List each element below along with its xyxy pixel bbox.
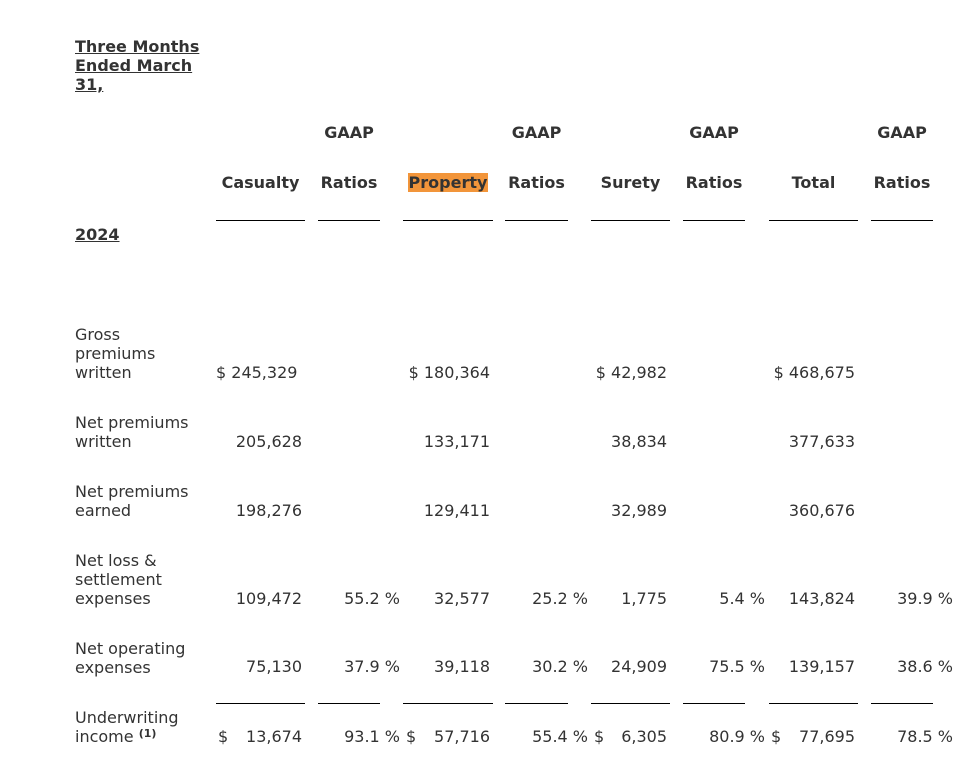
- subtotal-rule: [505, 703, 568, 704]
- cell-property: 39,118: [434, 657, 490, 676]
- header-rule: [871, 220, 933, 221]
- col-header-surety: Surety: [600, 173, 661, 192]
- cell-property: 133,171: [423, 432, 490, 451]
- cell-surety: 24,909: [611, 657, 667, 676]
- row-label-net-premiums-earned: Net premiums earned: [75, 482, 189, 520]
- cell-surety: 32,989: [611, 501, 667, 520]
- subtotal-rule: [769, 703, 858, 704]
- col-header-property-ratio: Ratios: [508, 173, 565, 192]
- header-rule: [505, 220, 568, 221]
- cell-total: $ 468,675: [773, 363, 855, 382]
- cell-total: 377,633: [788, 432, 855, 451]
- cell-surety-ratio: 75.5 %: [709, 657, 765, 676]
- col-header-property-ratio-top: GAAP: [511, 123, 562, 142]
- cell-casualty: 109,472: [235, 589, 302, 608]
- col-header-casualty-ratio: Ratios: [320, 173, 378, 192]
- col-header-surety-ratio-top: GAAP: [689, 123, 739, 142]
- cell-casualty: 75,130: [246, 657, 302, 676]
- col-header-total: Total: [791, 173, 836, 192]
- row-label-net-loss-settlement-expenses: Net loss & settlement expenses: [75, 551, 162, 608]
- col-header-total-ratio: Ratios: [873, 173, 931, 192]
- cell-total-dollar-sign: $: [771, 727, 782, 746]
- cell-property-ratio: 30.2 %: [532, 657, 588, 676]
- footnote-marker: (1): [138, 727, 157, 740]
- col-header-property: Property: [403, 173, 493, 192]
- cell-surety-ratio: 80.9 %: [709, 727, 765, 746]
- header-rule: [318, 220, 380, 221]
- subtotal-rule: [216, 703, 305, 704]
- cell-casualty: 205,628: [235, 432, 302, 451]
- subtotal-rule: [403, 703, 493, 704]
- col-header-surety-ratio: Ratios: [685, 173, 743, 192]
- cell-casualty: $ 245,329: [216, 363, 298, 382]
- cell-surety: 38,834: [611, 432, 667, 451]
- cell-surety: 1,775: [621, 589, 667, 608]
- header-rule: [683, 220, 745, 221]
- cell-property: 129,411: [423, 501, 490, 520]
- row-label-net-operating-expenses: Net operating expenses: [75, 639, 186, 677]
- cell-property: 57,716: [434, 727, 490, 746]
- cell-property-dollar-sign: $: [406, 727, 417, 746]
- cell-total: 143,824: [788, 589, 855, 608]
- cell-casualty-ratio: 55.2 %: [344, 589, 400, 608]
- header-rule: [591, 220, 670, 221]
- cell-property: 32,577: [434, 589, 490, 608]
- cell-total-ratio: 38.6 %: [897, 657, 953, 676]
- cell-surety: 6,305: [621, 727, 667, 746]
- cell-total: 139,157: [788, 657, 855, 676]
- cell-casualty: 198,276: [235, 501, 302, 520]
- cell-surety-ratio: 5.4 %: [719, 589, 765, 608]
- cell-property-ratio: 55.4 %: [532, 727, 588, 746]
- cell-casualty-ratio: 93.1 %: [344, 727, 400, 746]
- cell-total-ratio: 78.5 %: [897, 727, 953, 746]
- col-header-casualty-ratio-top: GAAP: [324, 123, 374, 142]
- cell-casualty-dollar-sign: $: [218, 727, 229, 746]
- subtotal-rule: [591, 703, 670, 704]
- cell-total: 77,695: [799, 727, 855, 746]
- cell-surety: $ 42,982: [595, 363, 667, 382]
- subtotal-rule: [318, 703, 380, 704]
- cell-casualty: 13,674: [246, 727, 302, 746]
- row-label-underwriting-income: Underwriting income (1): [75, 708, 205, 746]
- subtotal-rule: [683, 703, 745, 704]
- cell-property: $ 180,364: [408, 363, 490, 382]
- cell-surety-dollar-sign: $: [594, 727, 605, 746]
- header-rule: [403, 220, 493, 221]
- col-header-total-ratio-top: GAAP: [877, 123, 927, 142]
- header-rule: [769, 220, 858, 221]
- subtotal-rule: [871, 703, 933, 704]
- cell-casualty-ratio: 37.9 %: [344, 657, 400, 676]
- underwriting-label-text: Underwriting income: [75, 708, 179, 746]
- cell-property-ratio: 25.2 %: [532, 589, 588, 608]
- cell-total-ratio: 39.9 %: [897, 589, 953, 608]
- col-header-property-highlight: Property: [407, 173, 489, 192]
- row-label-net-premiums-written: Net premiums written: [75, 413, 189, 451]
- period-header: Three Months Ended March 31,: [75, 37, 200, 94]
- row-label-gross-premiums-written: Gross premiums written: [75, 325, 156, 382]
- cell-total: 360,676: [788, 501, 855, 520]
- col-header-casualty: Casualty: [221, 173, 300, 192]
- header-rule: [216, 220, 305, 221]
- year-label: 2024: [75, 225, 120, 244]
